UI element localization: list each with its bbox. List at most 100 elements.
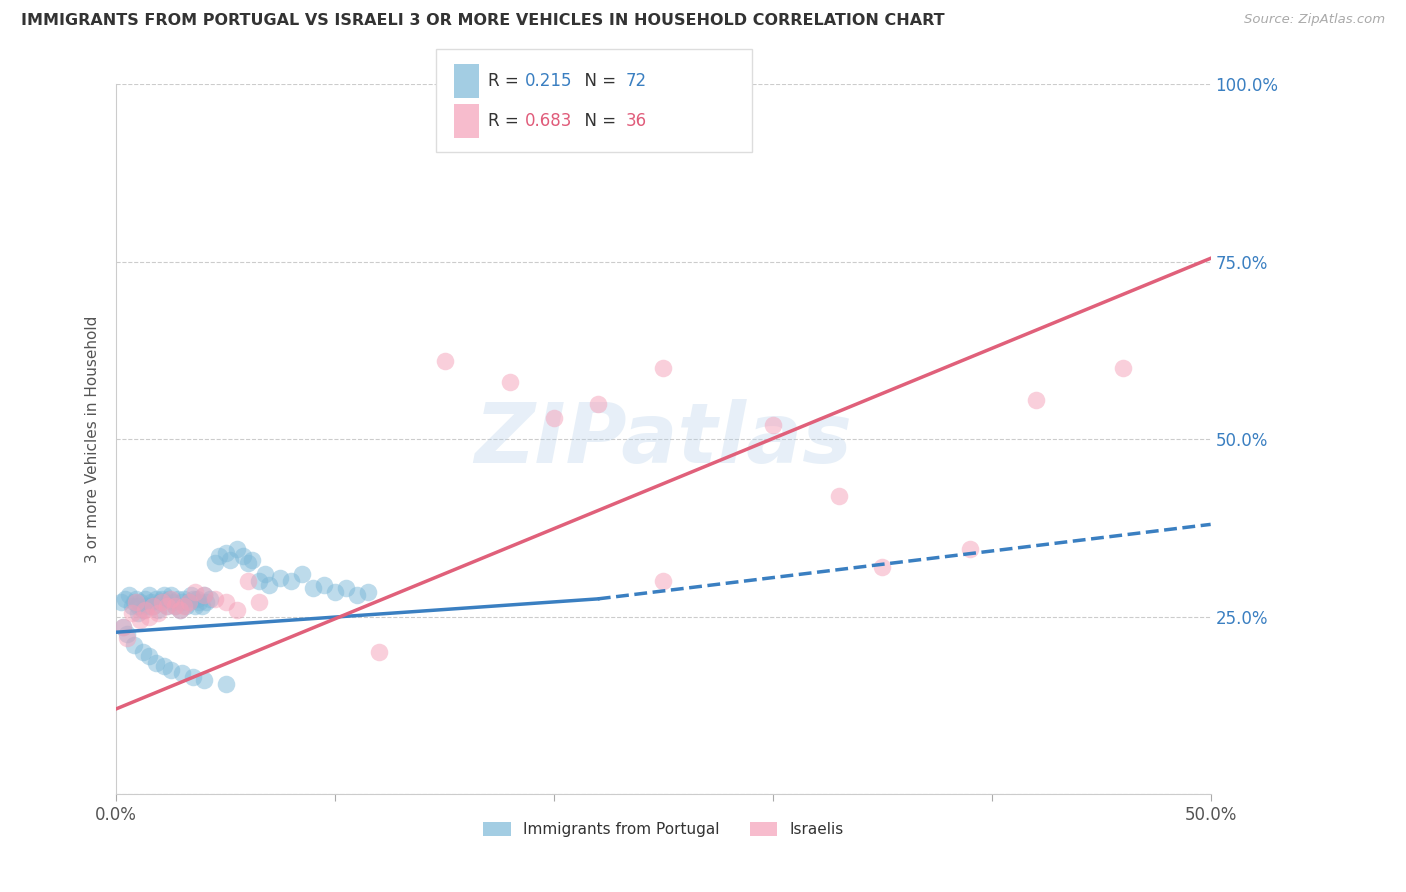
Point <box>200 591 222 606</box>
Point <box>586 397 609 411</box>
Point <box>114 591 136 606</box>
Point <box>314 577 336 591</box>
Text: 0.215: 0.215 <box>524 72 572 90</box>
Point <box>150 595 173 609</box>
Point <box>131 602 153 616</box>
Point <box>134 591 156 606</box>
Point <box>215 677 238 691</box>
Point <box>145 656 167 670</box>
Point <box>368 645 391 659</box>
Point <box>127 606 149 620</box>
Point <box>138 648 160 663</box>
Point <box>146 602 169 616</box>
Point <box>346 588 368 602</box>
Point <box>115 631 138 645</box>
Point <box>240 553 263 567</box>
Point <box>177 595 200 609</box>
Point <box>219 553 242 567</box>
Point <box>188 595 211 609</box>
Point <box>181 670 204 684</box>
Point <box>254 567 277 582</box>
Point <box>181 591 204 606</box>
Point <box>150 591 173 606</box>
Point <box>142 599 165 613</box>
Point <box>146 606 169 620</box>
Point <box>193 588 215 602</box>
Point <box>122 595 145 609</box>
Text: 0.683: 0.683 <box>524 112 572 130</box>
Point <box>138 588 160 602</box>
Point <box>118 588 141 602</box>
Point <box>225 602 247 616</box>
Text: ZIPatlas: ZIPatlas <box>475 399 852 480</box>
Point <box>129 595 152 609</box>
Point <box>157 591 180 606</box>
Point <box>111 620 134 634</box>
Point <box>110 595 132 609</box>
Point <box>323 584 346 599</box>
Point <box>169 602 191 616</box>
Point <box>153 588 176 602</box>
Point <box>652 361 675 376</box>
Point <box>125 595 148 609</box>
Point <box>215 595 238 609</box>
Point <box>652 574 675 589</box>
Point <box>135 599 157 613</box>
Point <box>156 599 179 613</box>
Point <box>280 574 302 589</box>
Legend: Immigrants from Portugal, Israelis: Immigrants from Portugal, Israelis <box>477 816 851 843</box>
Point <box>170 595 193 609</box>
Point <box>335 581 357 595</box>
Point <box>225 542 247 557</box>
Text: R =: R = <box>488 112 524 130</box>
Point <box>111 620 134 634</box>
Point <box>160 588 183 602</box>
Point <box>872 560 894 574</box>
Point <box>170 666 193 681</box>
Point <box>160 591 183 606</box>
Text: 36: 36 <box>626 112 647 130</box>
Point <box>131 645 153 659</box>
Point <box>145 591 167 606</box>
Point <box>762 417 785 432</box>
Point <box>165 599 187 613</box>
Point <box>165 599 187 613</box>
Point <box>166 591 188 606</box>
Point <box>357 584 380 599</box>
Point <box>184 584 207 599</box>
Point <box>176 599 198 613</box>
Point <box>127 599 149 613</box>
Point <box>138 609 160 624</box>
Point <box>232 549 254 564</box>
Point <box>302 581 325 595</box>
Point <box>827 489 849 503</box>
Point <box>156 599 179 613</box>
Point <box>433 354 456 368</box>
Text: 72: 72 <box>626 72 647 90</box>
Point <box>121 599 143 613</box>
Point <box>149 595 172 609</box>
Point <box>173 599 195 613</box>
Point <box>208 549 231 564</box>
Point <box>115 627 138 641</box>
Y-axis label: 3 or more Vehicles in Household: 3 or more Vehicles in Household <box>86 316 100 563</box>
Point <box>129 613 152 627</box>
Point <box>204 557 226 571</box>
Text: Source: ZipAtlas.com: Source: ZipAtlas.com <box>1244 13 1385 27</box>
Point <box>121 606 143 620</box>
Point <box>125 591 148 606</box>
Point <box>184 599 207 613</box>
Point <box>134 602 156 616</box>
Point <box>247 574 270 589</box>
Point <box>173 591 195 606</box>
Point <box>543 411 565 425</box>
Text: R =: R = <box>488 72 524 90</box>
Point <box>1025 393 1047 408</box>
Point <box>153 659 176 673</box>
Point <box>499 376 522 390</box>
Point <box>195 595 218 609</box>
Point <box>215 546 238 560</box>
Text: N =: N = <box>574 72 621 90</box>
Text: IMMIGRANTS FROM PORTUGAL VS ISRAELI 3 OR MORE VEHICLES IN HOUSEHOLD CORRELATION : IMMIGRANTS FROM PORTUGAL VS ISRAELI 3 OR… <box>21 13 945 29</box>
Point <box>186 591 208 606</box>
